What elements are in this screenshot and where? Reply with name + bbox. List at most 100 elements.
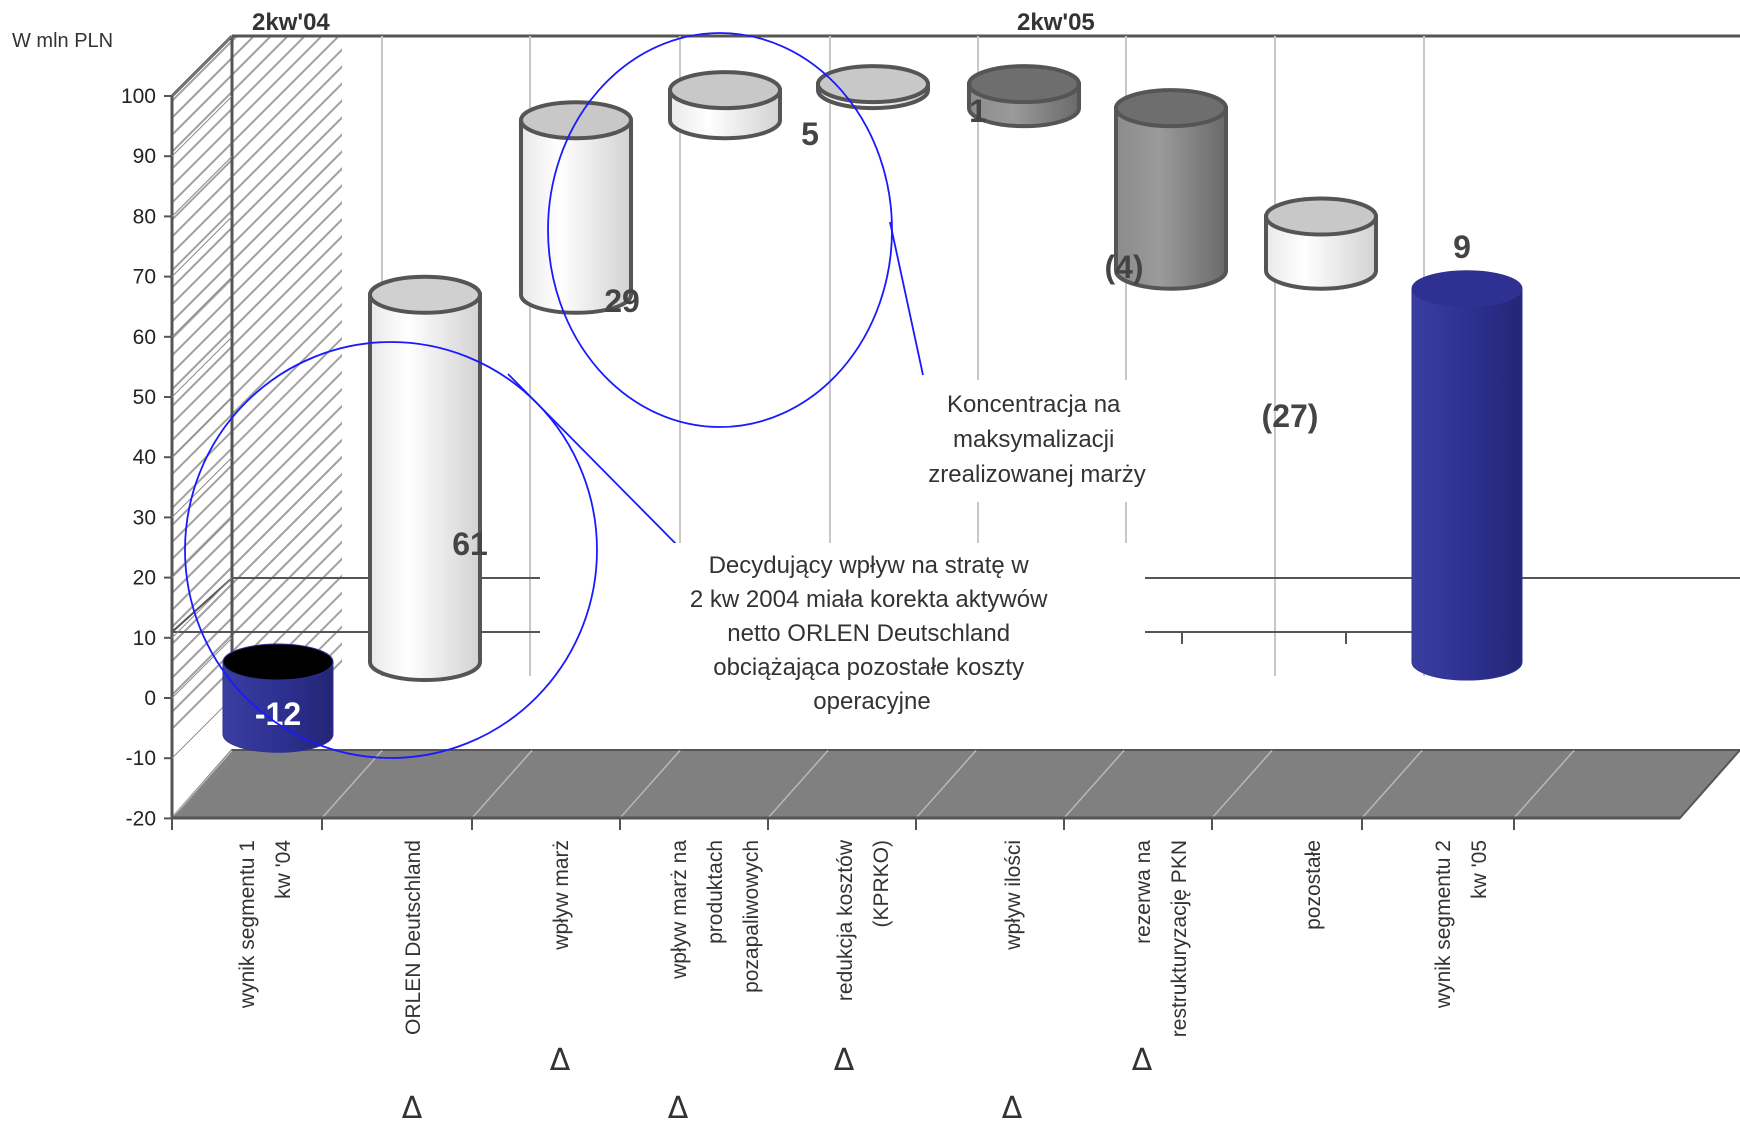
category-label: ORLEN Deutschland	[402, 840, 425, 1035]
category-label: rezerwa na restrukturyzację PKN	[1132, 840, 1191, 1038]
y-tick-diagonal	[171, 758, 233, 819]
category-label: wynik segmentu 1 kw '04	[236, 840, 295, 1009]
y-tick-label: 90	[133, 145, 156, 168]
value-label: -12	[255, 696, 301, 732]
unit-label: W mln PLN	[12, 30, 113, 52]
callout-line-margin	[889, 221, 924, 376]
annotation-orlen-text: Decydujący wpływ na stratę w 2 kw 2004 m…	[690, 552, 1054, 715]
category-label-text: wpływ ilości	[1002, 840, 1025, 951]
floor-divider	[171, 750, 233, 819]
category-label-text: redukcja kosztów (KPRKO)	[834, 839, 893, 1001]
y-tick-label: 30	[133, 506, 156, 529]
y-tick-label: 100	[121, 85, 156, 108]
floor-divider	[471, 750, 533, 819]
category-label: wynik segmentu 2 kw '05	[1432, 840, 1491, 1009]
y-tick-diagonal	[171, 517, 233, 578]
value-label: 29	[604, 283, 640, 319]
period-label-2004: 2kw'04	[252, 9, 330, 36]
floor-divider	[321, 750, 383, 819]
y-tick-diagonal	[171, 156, 233, 217]
annotation-orlen: Decydujący wpływ na stratę w 2 kw 2004 m…	[184, 341, 1144, 759]
y-tick-label: 70	[133, 266, 156, 289]
bar-7	[1264, 196, 1378, 291]
bar-8	[1411, 270, 1523, 681]
y-tick-diagonal	[171, 457, 233, 518]
chart-floor	[169, 749, 1740, 819]
y-tick-label: 50	[133, 386, 156, 409]
bar-top	[222, 643, 334, 681]
floor-divider	[1361, 750, 1423, 819]
delta-symbol: Δ	[1132, 1043, 1153, 1078]
annotation-margin: Koncentracja na maksymalizacji zrealizow…	[547, 32, 1179, 502]
floor-divider	[1063, 750, 1125, 819]
floor-divider	[767, 750, 829, 819]
bar-body	[368, 292, 482, 682]
highlight-circle-orlen	[184, 341, 598, 759]
y-tick-label: 60	[133, 326, 156, 349]
y-tick-diagonal	[171, 216, 233, 277]
bar-5	[967, 64, 1081, 129]
category-label-text: ORLEN Deutschland	[402, 840, 425, 1035]
category-label-text: wpływ marż na produktach pozapaliwowych	[668, 840, 763, 993]
y-tick-diagonal	[171, 637, 233, 699]
category-label: wpływ marż	[550, 840, 573, 951]
bar-top	[816, 64, 930, 105]
zero-line-side	[171, 577, 233, 633]
delta-symbol: Δ	[550, 1043, 571, 1078]
category-label-text: rezerwa na restrukturyzację PKN	[1132, 840, 1191, 1038]
bar-top	[668, 70, 782, 111]
category-label: wpływ marż na produktach pozapaliwowych	[668, 840, 763, 993]
period-label-2005: 2kw'05	[1017, 9, 1095, 36]
bar-top	[1114, 88, 1228, 129]
value-label: 1	[969, 93, 987, 129]
y-tick-diagonal	[171, 95, 233, 157]
bar-2	[519, 100, 633, 315]
delta-symbol: Δ	[834, 1043, 855, 1078]
y-tick-diagonal	[171, 276, 233, 338]
y-tick-diagonal	[171, 697, 233, 759]
y-tick-label: 10	[133, 627, 156, 650]
category-label-text: wpływ marż	[550, 840, 573, 951]
labels-group: 1009080706050403020100-10-20-12612951(4)…	[121, 85, 1635, 1126]
category-label: redukcja kosztów (KPRKO)	[834, 839, 893, 1001]
period-2004-shading	[232, 36, 342, 676]
category-label-text: pozostałe	[1302, 840, 1325, 930]
bar-body	[1411, 288, 1523, 681]
bar-top	[519, 100, 633, 141]
delta-symbol: Δ	[402, 1091, 423, 1126]
value-label: (4)	[1104, 249, 1143, 285]
delta-symbol: Δ	[668, 1091, 689, 1126]
bar-body	[1114, 106, 1228, 291]
annotation-box-orlen	[598, 543, 1144, 723]
category-label: pozostałe	[1302, 840, 1325, 930]
bar-top	[1411, 270, 1523, 308]
y-tick-label: 0	[144, 687, 156, 710]
bars-group	[222, 64, 1523, 753]
y-tick-diagonal	[171, 577, 233, 639]
bar-4	[816, 64, 930, 111]
annotation-margin-text: Koncentracja na maksymalizacji zrealizow…	[928, 391, 1145, 488]
bar-body	[222, 661, 334, 753]
value-label: 9	[1453, 229, 1471, 265]
y-tick-label: -10	[126, 747, 156, 770]
value-label: 5	[801, 116, 819, 152]
y-tick-label: -20	[126, 807, 156, 830]
floor-divider	[619, 750, 681, 819]
y-tick-label: 20	[133, 567, 156, 590]
category-label-text: wynik segmentu 1 kw '04	[236, 840, 295, 1009]
bar-1	[368, 274, 482, 682]
bar-body	[1264, 214, 1378, 291]
annotation-box-margin	[893, 380, 1179, 502]
floor-divider	[915, 750, 977, 819]
floor-divider	[1513, 750, 1575, 819]
category-label: wpływ ilości	[1002, 840, 1025, 951]
y-tick-diagonal	[171, 396, 233, 458]
floor-divider	[1211, 750, 1273, 819]
y-tick-diagonal	[171, 35, 233, 97]
y-tick-label: 80	[133, 205, 156, 228]
bar-top	[967, 64, 1081, 105]
y-tick-diagonal	[171, 336, 233, 398]
bar-top	[368, 274, 482, 315]
bar-body	[519, 118, 633, 315]
